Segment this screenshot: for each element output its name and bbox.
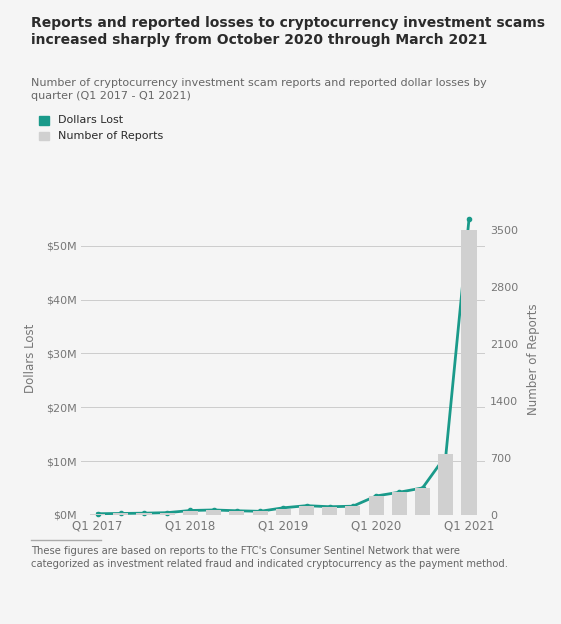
Bar bbox=[392, 492, 407, 515]
Y-axis label: Dollars Lost: Dollars Lost bbox=[24, 324, 38, 394]
Bar bbox=[276, 509, 291, 515]
Text: These figures are based on reports to the FTC's Consumer Sentinel Network that w: These figures are based on reports to th… bbox=[31, 546, 508, 569]
Y-axis label: Number of Reports: Number of Reports bbox=[527, 303, 540, 414]
Bar bbox=[462, 230, 476, 515]
Bar bbox=[183, 510, 198, 515]
Bar bbox=[299, 506, 314, 515]
Bar bbox=[438, 454, 453, 515]
Text: Reports and reported losses to cryptocurrency investment scams
increased sharply: Reports and reported losses to cryptocur… bbox=[31, 16, 545, 47]
Bar bbox=[160, 513, 175, 515]
Bar bbox=[369, 496, 384, 515]
Bar bbox=[113, 514, 128, 515]
Text: Number of cryptocurrency investment scam reports and reported dollar losses by
q: Number of cryptocurrency investment scam… bbox=[31, 78, 486, 101]
Bar bbox=[90, 514, 105, 515]
Bar bbox=[322, 507, 337, 515]
Bar bbox=[252, 511, 268, 515]
Bar bbox=[415, 488, 430, 515]
Bar bbox=[229, 511, 245, 515]
Bar bbox=[346, 506, 361, 515]
Bar bbox=[136, 514, 151, 515]
Bar bbox=[206, 510, 221, 515]
Text: Number of Reports: Number of Reports bbox=[58, 131, 163, 141]
Text: Dollars Lost: Dollars Lost bbox=[58, 115, 123, 125]
